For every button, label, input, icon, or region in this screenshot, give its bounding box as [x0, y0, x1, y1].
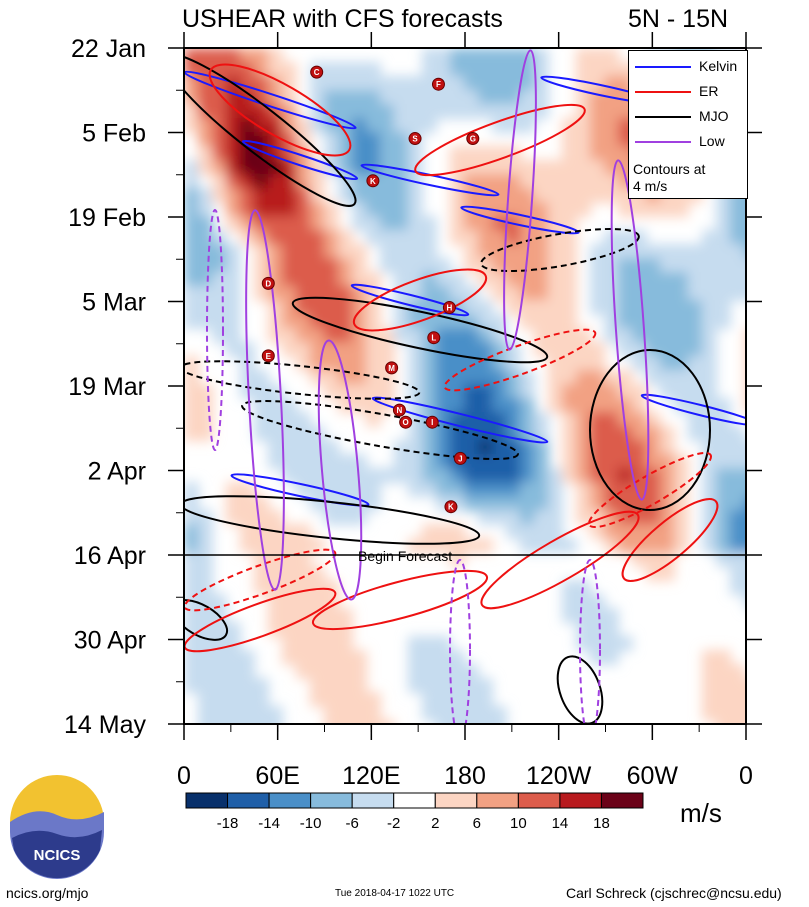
storm-marker-label: H	[446, 304, 452, 313]
colorbar-swatch	[310, 792, 353, 809]
colorbar-tick-label: 14	[552, 815, 569, 832]
storm-marker-label: J	[458, 454, 462, 463]
region-label: 5N - 15N	[628, 5, 729, 33]
storm-marker-label: G	[470, 135, 476, 144]
colorbar-swatch	[517, 792, 561, 809]
storm-marker: L	[427, 331, 441, 345]
legend-label-kelvin: Kelvin	[699, 58, 738, 74]
storm-marker-label: M	[388, 364, 395, 373]
storm-marker: J	[453, 451, 467, 465]
storm-marker-label: D	[265, 279, 271, 288]
legend-item-low: Low	[633, 132, 745, 150]
x-tick-label: 0	[739, 762, 753, 790]
colorbar-swatch	[268, 792, 312, 809]
forecast-label: Begin Forecast	[358, 548, 452, 564]
storm-marker-label: K	[370, 177, 376, 186]
x-tick-label: 60E	[255, 762, 299, 790]
storm-marker: I	[425, 415, 439, 429]
legend-item-kelvin: Kelvin	[633, 57, 745, 75]
storm-marker: F	[431, 77, 445, 91]
colorbar-tick-label: 18	[593, 815, 610, 832]
footer-timestamp: Tue 2018-04-17 1022 UTC	[335, 888, 455, 899]
colorbar-swatch	[185, 792, 229, 809]
storm-marker: M	[385, 361, 399, 375]
y-tick-label: 5 Mar	[82, 289, 146, 317]
footer-site-link[interactable]: ncics.org/mjo	[6, 885, 89, 901]
forecast-line: Begin Forecast	[184, 548, 746, 564]
legend-swatch-er	[635, 91, 691, 93]
colorbar-tick-label: 10	[510, 815, 527, 832]
storm-marker-label: L	[431, 334, 436, 343]
x-tick-label: 180	[444, 762, 486, 790]
y-tick-label: 16 Apr	[74, 542, 146, 570]
storm-marker-label: I	[431, 418, 433, 427]
colorbar-swatch	[227, 792, 270, 809]
chart-title: USHEAR with CFS forecasts	[182, 5, 503, 33]
storm-marker: O	[399, 415, 413, 429]
storm-marker: G	[466, 132, 480, 146]
legend-label-mjo: MJO	[699, 108, 729, 124]
y-tick-label: 19 Mar	[68, 373, 146, 401]
storm-marker-label: K	[448, 503, 454, 512]
storm-marker-label: F	[436, 80, 441, 89]
legend-label-er: ER	[699, 83, 719, 99]
colorbar-swatch	[351, 792, 395, 809]
legend-item-er: ER	[633, 82, 745, 100]
storm-marker-label: E	[266, 352, 272, 361]
colorbar-tick-label: -6	[346, 815, 359, 832]
colorbar-swatch	[559, 792, 602, 809]
x-tick-label: 60W	[627, 762, 679, 790]
colorbar-swatch	[476, 792, 519, 809]
colorbar-tick-label: -18	[217, 815, 239, 832]
storm-marker: K	[444, 500, 458, 514]
storm-marker: C	[310, 65, 324, 79]
x-tick-label: 0	[177, 762, 191, 790]
storm-markers: C F S G K D H L E M NO I J K	[261, 65, 480, 514]
colorbar-swatch	[393, 792, 436, 809]
storm-marker: D	[261, 276, 275, 290]
y-tick-label: 5 Feb	[82, 120, 146, 148]
legend-label-low: Low	[699, 133, 725, 149]
colorbar-swatch	[600, 792, 644, 809]
legend-note-line2: 4 m/s	[633, 178, 668, 194]
logo-waves	[12, 830, 102, 879]
x-tick-label: 120E	[342, 762, 400, 790]
storm-marker-label: S	[412, 135, 418, 144]
colorbar: -18 -14 -10 -6 -2 2 6 10 14 18	[185, 792, 644, 832]
storm-marker-label: O	[403, 418, 409, 427]
axes: 0 60E 120E 180 120W 60W 0 22 Jan 5 Feb 19 Feb 5 Ma…	[64, 32, 762, 790]
logo-text: NCICS	[34, 847, 81, 864]
legend-swatch-kelvin	[635, 66, 691, 68]
colorbar-swatch	[434, 792, 478, 809]
footer-author: Carl Schreck (cjschrec@ncsu.edu)	[566, 885, 782, 901]
colorbar-tick-label: 2	[431, 815, 439, 832]
y-tick-label: 2 Apr	[88, 458, 146, 486]
legend: Kelvin ER MJO Low Contours at 4 m/s	[628, 50, 748, 199]
storm-marker: H	[442, 301, 456, 315]
y-tick-label: 19 Feb	[68, 204, 146, 232]
storm-marker: E	[261, 349, 275, 363]
legend-note-line1: Contours at	[633, 161, 706, 177]
colorbar-tick-label: -10	[300, 815, 322, 832]
storm-marker: K	[366, 174, 380, 188]
colorbar-tick-label: -2	[387, 815, 400, 832]
legend-swatch-low	[635, 141, 691, 143]
storm-marker: N	[392, 403, 406, 417]
colorbar-unit: m/s	[680, 798, 722, 828]
shear-field	[184, 48, 746, 724]
storm-marker-label: N	[397, 406, 403, 415]
colorbar-tick-label: 6	[473, 815, 481, 832]
legend-note: Contours at 4 m/s	[633, 161, 745, 195]
colorbar-tick-label: -14	[258, 815, 280, 832]
ncics-logo: NCICS	[10, 775, 104, 879]
storm-marker-label: C	[314, 68, 320, 77]
legend-item-mjo: MJO	[633, 107, 745, 125]
storm-marker: S	[408, 132, 422, 146]
y-tick-label: 22 Jan	[71, 35, 146, 63]
legend-swatch-mjo	[635, 116, 691, 118]
y-tick-label: 30 Apr	[74, 627, 146, 655]
y-tick-label: 14 May	[64, 711, 146, 739]
x-tick-label: 120W	[526, 762, 592, 790]
